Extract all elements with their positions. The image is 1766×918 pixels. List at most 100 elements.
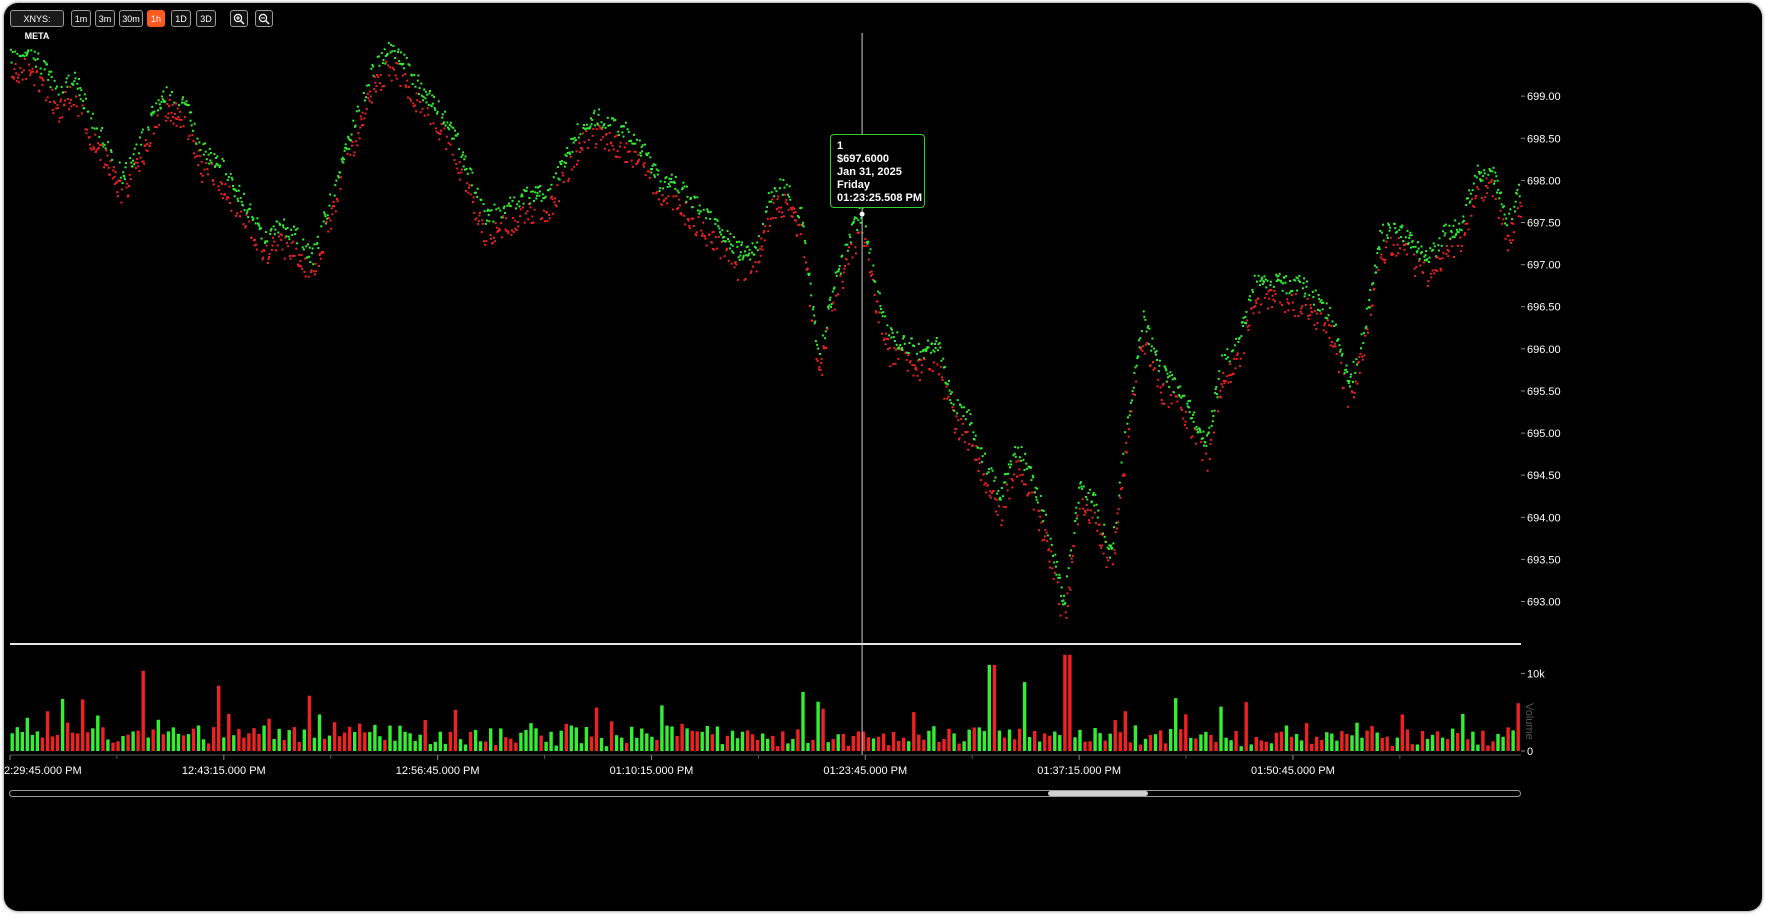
interval-1h-button[interactable]: 1h <box>147 10 165 27</box>
price-point-down <box>1431 269 1434 272</box>
price-point-up <box>681 188 684 191</box>
price-point-down <box>1024 483 1027 486</box>
price-point-down <box>677 207 680 209</box>
price-point-up <box>286 226 289 229</box>
price-point-down <box>261 258 264 261</box>
price-point-down <box>885 332 888 335</box>
price-point-up <box>110 149 112 152</box>
price-point-up <box>411 74 413 77</box>
price-point-down <box>399 84 402 87</box>
price-point-up <box>159 107 162 110</box>
volume-bar <box>514 742 518 751</box>
price-point-down <box>437 131 440 134</box>
price-point-up <box>48 70 51 73</box>
price-point-up <box>896 347 899 350</box>
price-point-down <box>917 359 920 362</box>
price-point-down <box>456 167 459 170</box>
zoom-in-button[interactable] <box>230 10 248 27</box>
price-point-up <box>535 197 538 200</box>
price-point-up <box>337 176 340 179</box>
price-point-up <box>1151 337 1154 340</box>
price-point-up <box>864 225 867 228</box>
price-point-up <box>1335 323 1337 326</box>
price-point-down <box>957 419 960 422</box>
volume-bar <box>237 728 241 751</box>
price-point-up <box>1275 280 1278 283</box>
price-point-up <box>233 188 236 191</box>
price-point-up <box>1345 364 1348 367</box>
symbol-button[interactable]: XNYS: META <box>10 10 64 41</box>
price-point-up <box>770 200 773 203</box>
price-point-down <box>870 274 873 277</box>
price-point-up <box>1400 236 1403 238</box>
price-point-up <box>859 221 862 224</box>
price-point-up <box>866 241 868 243</box>
price-point-down <box>882 339 885 341</box>
price-point-down <box>104 163 107 166</box>
price-point-up <box>1137 355 1140 358</box>
price-point-up <box>1458 228 1461 231</box>
chart-canvas[interactable]: 693.00693.50694.00694.50695.00695.50696.… <box>4 3 1762 911</box>
price-point-up <box>1297 279 1300 282</box>
price-point-up <box>316 235 319 238</box>
price-point-down <box>941 379 944 381</box>
price-point-down <box>1228 374 1231 377</box>
price-point-down <box>388 74 391 77</box>
price-point-down <box>587 146 590 149</box>
price-point-down <box>684 201 687 204</box>
scrollbar-thumb[interactable] <box>1048 791 1148 796</box>
price-point-up <box>98 135 101 138</box>
price-point-down <box>1502 218 1505 221</box>
interval-3m-button[interactable]: 3m <box>95 10 115 27</box>
price-point-down <box>197 149 200 152</box>
price-point-up <box>264 241 266 244</box>
price-point-down <box>1429 272 1432 275</box>
interval-1m-button[interactable]: 1m <box>71 10 91 27</box>
volume-bar <box>453 709 458 751</box>
interval-30m-button[interactable]: 30m <box>119 10 143 27</box>
price-point-down <box>1236 353 1239 356</box>
price-point-up <box>640 154 642 157</box>
price-point-up <box>655 168 658 171</box>
price-point-down <box>506 230 509 233</box>
price-point-down <box>1102 552 1105 555</box>
interval-1d-button[interactable]: 1D <box>171 10 191 27</box>
price-point-down <box>192 139 195 142</box>
price-point-down <box>1471 198 1473 201</box>
price-point-down <box>523 221 526 224</box>
volume-bar <box>20 732 24 751</box>
price-point-down <box>510 233 513 236</box>
price-point-down <box>230 209 233 212</box>
price-point-down <box>792 211 795 214</box>
price-point-up <box>651 168 653 170</box>
price-point-up <box>241 204 244 207</box>
price-point-up <box>937 343 940 346</box>
interval-3d-button[interactable]: 3D <box>196 10 216 27</box>
price-point-down <box>1031 491 1034 494</box>
price-point-up <box>866 242 869 245</box>
price-point-up <box>1440 244 1443 247</box>
price-point-up <box>868 251 871 254</box>
price-point-up <box>137 152 140 155</box>
price-point-up <box>565 154 568 157</box>
price-point-up <box>221 157 224 160</box>
price-point-up <box>487 213 490 216</box>
volume-bar <box>1279 731 1284 751</box>
price-point-down <box>974 458 977 461</box>
zoom-out-button[interactable] <box>255 10 273 27</box>
price-point-down <box>310 269 313 272</box>
price-point-up <box>960 406 963 409</box>
price-point-up <box>1291 289 1294 292</box>
price-point-down <box>1206 469 1209 472</box>
price-point-down <box>605 133 608 135</box>
volume-bar <box>388 725 392 751</box>
price-point-up <box>1514 210 1516 213</box>
volume-bar <box>1430 734 1435 751</box>
price-point-up <box>441 113 444 116</box>
price-point-down <box>1232 372 1235 375</box>
price-point-down <box>989 496 992 499</box>
price-point-down <box>958 437 961 440</box>
price-point-down <box>652 192 655 195</box>
price-point-down <box>911 364 914 366</box>
time-scrollbar[interactable] <box>9 790 1521 797</box>
